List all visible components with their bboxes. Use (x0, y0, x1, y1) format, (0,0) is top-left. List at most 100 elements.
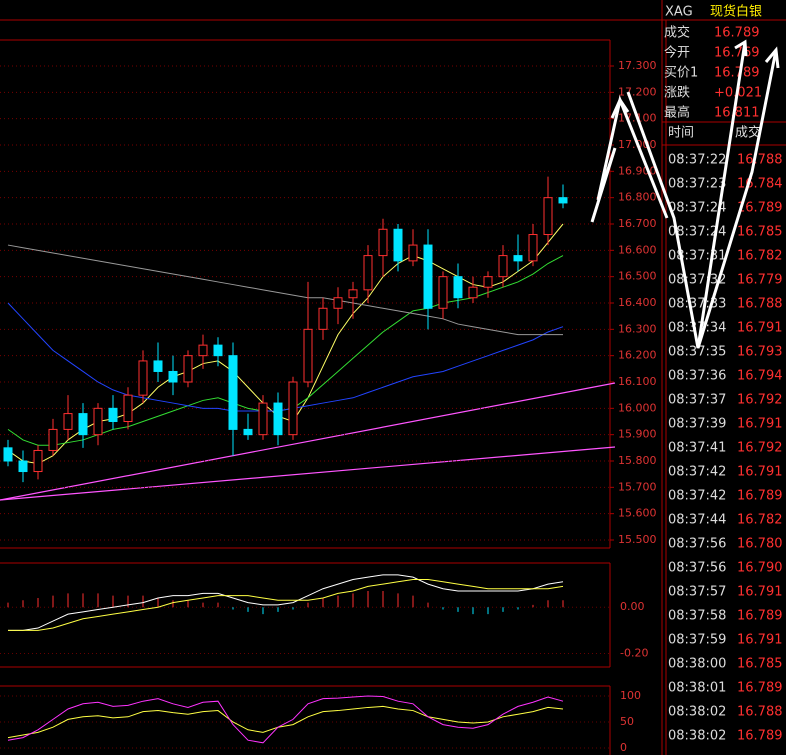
candle-body (228, 355, 238, 430)
tick-time: 08:38:02 (668, 729, 726, 744)
y-tick-label: 17.200 (618, 85, 657, 98)
tick-time: 08:37:56 (668, 537, 726, 552)
tick-time: 08:37:41 (668, 441, 726, 456)
candle-body (138, 360, 148, 396)
tick-price: 16.793 (737, 345, 783, 360)
candle-body (423, 244, 433, 309)
tick-price: 16.782 (737, 513, 783, 528)
candle-body (243, 428, 253, 436)
tick-time: 08:37:24 (668, 225, 726, 240)
tick-time: 08:37:31 (668, 249, 726, 264)
candle-body (513, 255, 523, 262)
candle-body (93, 407, 103, 436)
annotation-arrows (590, 39, 780, 349)
y-tick-label: 16.400 (618, 296, 657, 309)
y-tick-label: 17.300 (618, 59, 657, 72)
quote-value: 16.789 (714, 66, 760, 81)
candle-body (63, 413, 73, 430)
candle-body (468, 286, 478, 299)
y-tick-label: 0.00 (620, 600, 645, 613)
y-tick-label: 15.600 (618, 507, 657, 520)
quote-value: 16.811 (714, 106, 760, 121)
tick-price: 16.791 (737, 417, 783, 432)
tick-price: 16.791 (737, 585, 783, 600)
candle-body (453, 276, 463, 299)
quote-value: 16.769 (714, 46, 760, 61)
y-tick-label: 15.900 (618, 428, 657, 441)
quote-label: 今开 (664, 45, 690, 61)
tick-time: 08:37:59 (668, 633, 726, 648)
candle-body (483, 276, 493, 288)
tick-time: 08:37:22 (668, 153, 726, 168)
tick-price: 16.789 (737, 681, 783, 696)
macd-line (8, 574, 564, 631)
tick-price: 16.779 (737, 273, 783, 288)
tick-price: 16.784 (737, 177, 783, 192)
tick-time: 08:37:58 (668, 609, 726, 624)
candle-body (303, 328, 313, 383)
candle-body (558, 197, 568, 204)
tick-time: 08:37:57 (668, 585, 726, 600)
macd-line (8, 578, 564, 631)
tick-price: 16.791 (737, 321, 783, 336)
tick-time: 08:37:39 (668, 417, 726, 432)
y-tick-label: 16.000 (618, 401, 657, 414)
y-tick-label: 100 (620, 689, 641, 702)
tick-price: 16.790 (737, 561, 783, 576)
candle-body (198, 344, 208, 357)
tick-time: 08:38:00 (668, 657, 726, 672)
candle-body (438, 276, 448, 309)
candle-body (18, 460, 28, 473)
y-tick-label: 16.100 (618, 375, 657, 388)
quote-label: 成交 (664, 25, 690, 41)
candle-body (123, 394, 133, 422)
tick-time: 08:37:37 (668, 393, 726, 408)
tick-price: 16.785 (737, 225, 783, 240)
candle-body (378, 228, 388, 257)
tick-time: 08:37:24 (668, 201, 726, 216)
candle-body (363, 255, 373, 291)
tick-price: 16.788 (737, 705, 783, 720)
candle-body (288, 381, 298, 436)
tick-time: 08:37:56 (668, 561, 726, 576)
y-tick-label: 50 (620, 715, 634, 728)
tick-price: 16.789 (737, 729, 783, 744)
candle-body (183, 355, 193, 383)
tick-price: 16.792 (737, 441, 783, 456)
moving-average (7, 302, 564, 412)
tick-time: 08:37:36 (668, 369, 726, 384)
y-tick-label: 16.200 (618, 349, 657, 362)
tick-price: 16.791 (737, 465, 783, 480)
candle-body (318, 307, 328, 330)
candle-body (348, 289, 358, 299)
y-tick-label: 16.600 (618, 243, 657, 256)
moving-average (7, 255, 564, 446)
tick-time: 08:37:32 (668, 273, 726, 288)
candle-body (3, 447, 13, 462)
candle-body (168, 370, 178, 383)
candle-body (258, 402, 268, 436)
moving-average (7, 244, 563, 336)
tick-price: 16.789 (737, 489, 783, 504)
y-tick-label: 0 (620, 741, 627, 754)
tick-price: 16.789 (737, 201, 783, 216)
tick-time: 08:37:34 (668, 321, 726, 336)
tick-time: 08:37:23 (668, 177, 726, 192)
tick-time: 08:37:42 (668, 465, 726, 480)
tick-price: 16.788 (737, 153, 783, 168)
candle-body (333, 297, 343, 309)
kdj-line (7, 695, 564, 744)
tick-time: 08:37:33 (668, 297, 726, 312)
y-tick-label: 16.500 (618, 270, 657, 283)
list-header: 成交 (735, 125, 761, 141)
y-tick-label: 15.800 (618, 454, 657, 467)
quote-label: 最高 (664, 105, 690, 121)
tick-price: 16.792 (737, 393, 783, 408)
candle-body (108, 407, 118, 423)
tick-time: 08:37:35 (668, 345, 726, 360)
tick-time: 08:37:42 (668, 489, 726, 504)
tick-price: 16.785 (737, 657, 783, 672)
